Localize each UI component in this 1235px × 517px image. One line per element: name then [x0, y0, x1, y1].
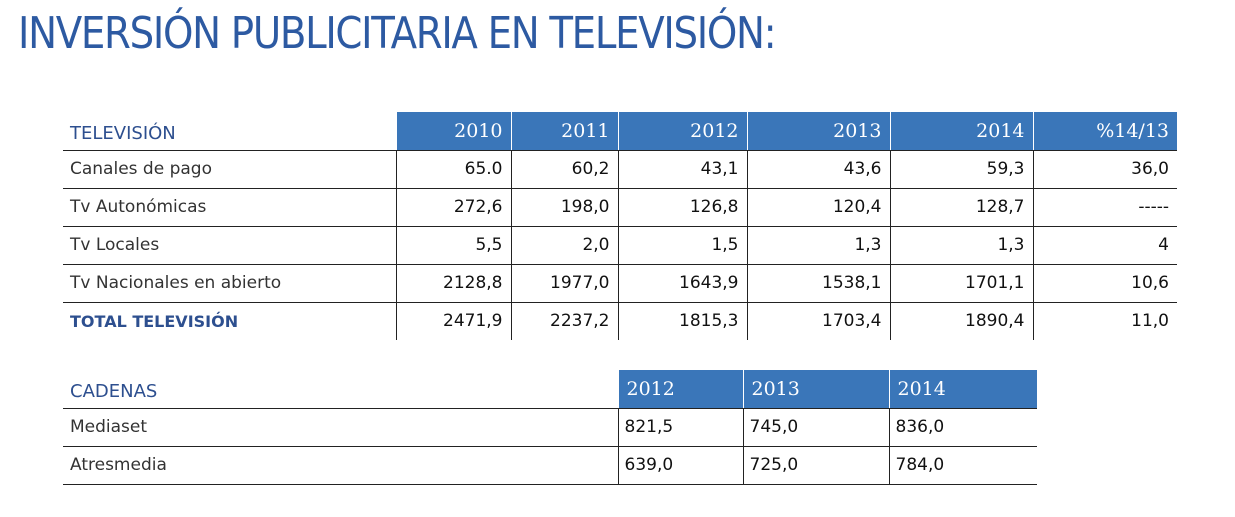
table-cell: 1,3	[746, 226, 890, 265]
table-cell: 1977,0	[510, 264, 618, 303]
table-cell: 59,3	[889, 150, 1033, 189]
table-row: Canales de pago 65.0 60,2 43,1 43,6 59,3…	[63, 150, 1177, 189]
row-label: Tv Nacionales en abierto	[63, 264, 396, 303]
column-header-2013: 2013	[742, 370, 889, 409]
table-cell: 4	[1032, 226, 1177, 265]
table-cell: 745,0	[742, 408, 889, 447]
table-cell: 725,0	[742, 446, 889, 485]
table-row: Tv Locales 5,5 2,0 1,5 1,3 1,3 4	[63, 226, 1177, 265]
column-header-2012: 2012	[617, 112, 747, 151]
table-cell: 43,1	[617, 150, 747, 189]
table-header-row: CADENAS 2012 2013 2014	[63, 370, 1037, 409]
table-cell: 1703,4	[746, 302, 890, 340]
table-cell: 2128,8	[395, 264, 511, 303]
table-cell: 1701,1	[889, 264, 1033, 303]
column-header-label: CADENAS	[63, 370, 618, 409]
table-cell: 1890,4	[889, 302, 1033, 340]
row-label: Tv Autonómicas	[63, 188, 396, 227]
row-label: Mediaset	[63, 408, 618, 447]
table-cell: 5,5	[395, 226, 511, 265]
column-header-2014: 2014	[889, 112, 1033, 151]
column-header-label: TELEVISIÓN	[63, 112, 396, 151]
row-label: Tv Locales	[63, 226, 396, 265]
table-cell: 2,0	[510, 226, 618, 265]
page-title: INVERSIÓN PUBLICITARIA EN TELEVISIÓN:	[18, 8, 777, 59]
table-cell: 198,0	[510, 188, 618, 227]
column-header-2011: 2011	[510, 112, 618, 151]
table-cell: 10,6	[1032, 264, 1177, 303]
table-cell: 36,0	[1032, 150, 1177, 189]
table-cell: 1815,3	[617, 302, 747, 340]
row-label: Atresmedia	[63, 446, 618, 485]
television-table: TELEVISIÓN 2010 2011 2012 2013 2014 %14/…	[63, 112, 1177, 340]
table-cell: 639,0	[617, 446, 743, 485]
table-row: Tv Nacionales en abierto 2128,8 1977,0 1…	[63, 264, 1177, 303]
table-cell: 2237,2	[510, 302, 618, 340]
table-row: Tv Autonómicas 272,6 198,0 126,8 120,4 1…	[63, 188, 1177, 227]
row-label-total: TOTAL TELEVISIÓN	[70, 311, 239, 331]
table-row: Mediaset 821,5 745,0 836,0	[63, 408, 1037, 447]
table-cell: 1538,1	[746, 264, 890, 303]
table-cell: 11,0	[1032, 302, 1177, 340]
table-cell: 836,0	[888, 408, 1037, 447]
table-cell: 120,4	[746, 188, 890, 227]
table-cell: 60,2	[510, 150, 618, 189]
table-cell: 2471,9	[395, 302, 511, 340]
column-header-2010: 2010	[395, 112, 511, 151]
table-cell: 1,5	[617, 226, 747, 265]
table-cell: 126,8	[617, 188, 747, 227]
column-header-2012: 2012	[617, 370, 743, 409]
table-row: Atresmedia 639,0 725,0 784,0	[63, 446, 1037, 485]
column-header-2014: 2014	[888, 370, 1037, 409]
table-cell: 272,6	[395, 188, 511, 227]
table-cell: 1643,9	[617, 264, 747, 303]
table-cell: 1,3	[889, 226, 1033, 265]
table-cell: 43,6	[746, 150, 890, 189]
table-cell: -----	[1032, 188, 1177, 227]
table-row-total: TOTAL TELEVISIÓN 2471,9 2237,2 1815,3 17…	[63, 302, 1177, 340]
table-cell: 65.0	[395, 150, 511, 189]
row-label: Canales de pago	[63, 150, 396, 189]
column-header-2013: 2013	[746, 112, 890, 151]
table-cell: 128,7	[889, 188, 1033, 227]
column-header-pct-change: %14/13	[1032, 112, 1177, 151]
table-cell: 784,0	[888, 446, 1037, 485]
table-cell: 821,5	[617, 408, 743, 447]
cadenas-table: CADENAS 2012 2013 2014 Mediaset 821,5 74…	[63, 370, 1037, 485]
table-header-row: TELEVISIÓN 2010 2011 2012 2013 2014 %14/…	[63, 112, 1177, 151]
